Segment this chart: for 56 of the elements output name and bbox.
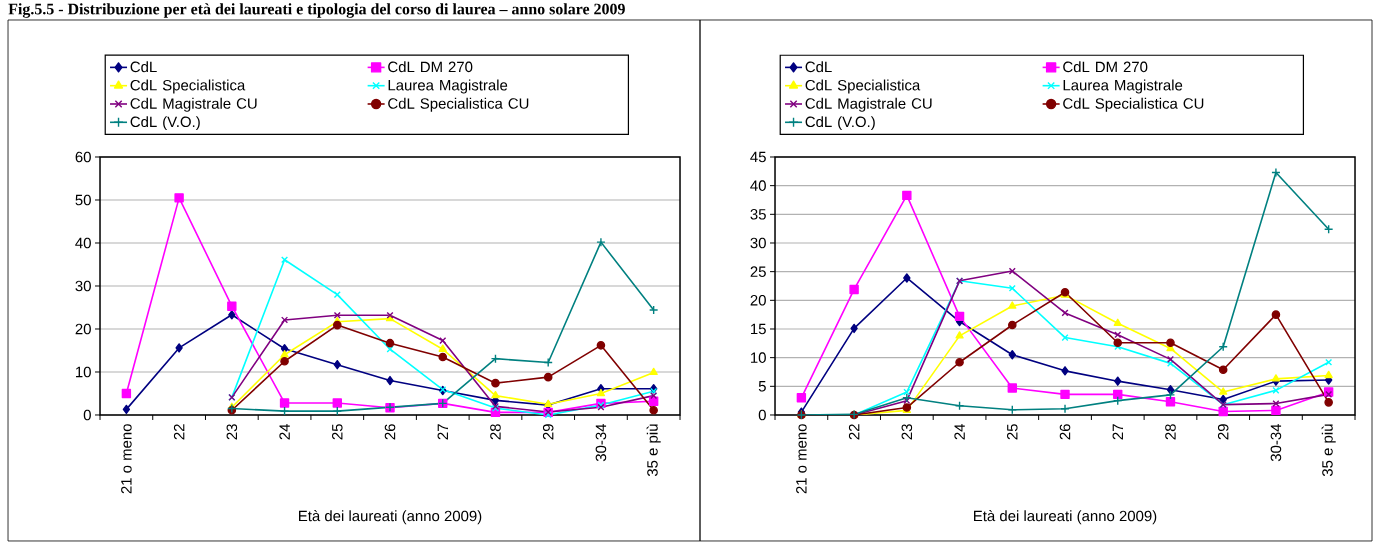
- x-tick-label: 26: [1059, 424, 1071, 440]
- x-tick-label: 28: [490, 424, 501, 440]
- y-tick-label: 0: [758, 409, 766, 421]
- x-tick-label: 29: [1217, 424, 1229, 440]
- legend-label: CdL (V.O.): [805, 116, 875, 131]
- x-tick-label: 21 o meno: [121, 424, 132, 494]
- y-tick-label: 0: [83, 409, 91, 421]
- legend-label: Laurea Magistrale: [388, 79, 508, 94]
- x-tick-label: 23: [901, 424, 913, 440]
- x-tick-label: 24: [279, 423, 290, 440]
- x-tick-label: 30-34: [1270, 423, 1282, 462]
- y-tick-label: 5: [758, 381, 766, 392]
- legend-label: CdL (V.O.): [130, 116, 200, 131]
- x-tick-label: 27: [437, 424, 448, 440]
- legend-label: CdL Magistrale CU: [805, 97, 932, 112]
- legend-label: CdL Magistrale CU: [130, 97, 257, 112]
- x-tick-label: 26: [384, 424, 396, 440]
- y-tick-label: 30: [75, 280, 91, 292]
- legend-label: CdL: [805, 61, 832, 73]
- x-tick-label: 23: [226, 424, 238, 440]
- legend-label: CdL DM 270: [388, 61, 473, 73]
- y-tick-label: 40: [75, 237, 91, 249]
- x-axis-title: Età dei laureati (anno 2009): [299, 510, 482, 525]
- x-tick-label: 27: [1112, 424, 1123, 440]
- legend-label: CdL DM 270: [1063, 61, 1148, 73]
- x-tick-label: 25: [332, 424, 343, 440]
- legend-label: CdL Specialistica: [130, 79, 246, 94]
- y-tick-label: 15: [751, 323, 766, 335]
- legend-label: CdL Specialistica: [805, 79, 921, 94]
- x-tick-label: 28: [1165, 424, 1176, 440]
- y-tick-label: 20: [750, 295, 766, 306]
- x-tick-label: 35 e più: [1321, 424, 1336, 477]
- x-axis-title: Età dei laureati (anno 2009): [974, 510, 1157, 525]
- y-tick-label: 10: [76, 366, 91, 378]
- x-tick-label: 24: [954, 423, 965, 440]
- y-tick-label: 40: [750, 180, 766, 191]
- y-tick-label: 60: [75, 151, 91, 163]
- y-tick-label: 20: [75, 323, 91, 335]
- y-tick-label: 35: [750, 209, 766, 220]
- x-tick-label: 35 e più: [646, 424, 661, 477]
- y-tick-label: 30: [750, 237, 766, 249]
- x-tick-label: 22: [173, 424, 185, 440]
- x-tick-label: 25: [1007, 424, 1018, 440]
- legend-label: CdL: [130, 61, 157, 73]
- x-tick-label: 21 o meno: [796, 424, 807, 494]
- legend-label: Laurea Magistrale: [1063, 79, 1183, 94]
- y-tick-label: 25: [750, 266, 766, 277]
- legend-label: CdL Specialistica CU: [1063, 97, 1204, 112]
- x-tick-label: 22: [848, 424, 860, 440]
- x-tick-label: 29: [542, 424, 554, 440]
- y-tick-label: 45: [750, 151, 766, 163]
- x-tick-label: 30-34: [595, 423, 607, 462]
- chart-title: Fig.5.5 - Distribuzione per età dei laureati e tipologia del corso di laurea – anno solare 2009: [8, 3, 625, 18]
- legend-label: CdL Specialistica CU: [388, 97, 529, 112]
- y-tick-label: 50: [75, 194, 91, 206]
- y-tick-label: 10: [751, 352, 766, 363]
